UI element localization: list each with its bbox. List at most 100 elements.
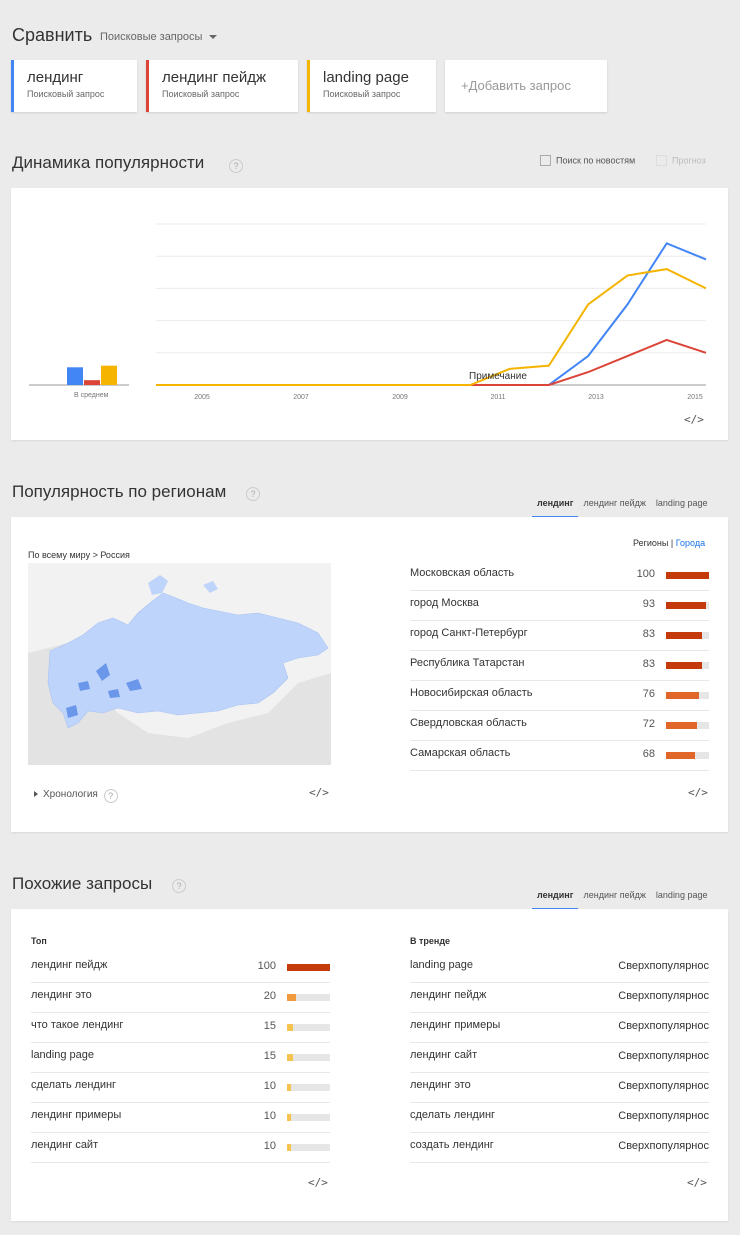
tab-term-2[interactable]: лендинг пейдж xyxy=(583,890,646,900)
row-separator xyxy=(31,1012,330,1013)
region-bar-fill xyxy=(666,722,697,729)
top-query-row[interactable]: лендинг пейдж 100 xyxy=(31,959,330,981)
row-separator xyxy=(410,650,709,651)
term-card-1[interactable]: лендинг Поисковый запрос xyxy=(11,60,137,112)
timeline-label: Хронология xyxy=(43,788,98,800)
x-tick-label: 2015 xyxy=(687,394,703,401)
toggle-cities[interactable]: Города xyxy=(675,538,706,548)
russia-map[interactable] xyxy=(28,563,331,765)
query-status: Сверхпопулярнос xyxy=(618,1080,709,1092)
average-bar[interactable] xyxy=(101,365,117,385)
tab-term-3[interactable]: landing page xyxy=(655,498,708,508)
query-value: 100 xyxy=(257,960,276,972)
query-bar-fill xyxy=(287,1084,292,1091)
toggle-separator: | xyxy=(670,538,674,548)
top-query-row[interactable]: сделать лендинг 10 xyxy=(31,1079,330,1101)
tab-term-2[interactable]: лендинг пейдж xyxy=(583,498,646,508)
query-value: 20 xyxy=(263,990,276,1002)
embed-code-icon[interactable]: </> xyxy=(688,786,708,799)
rising-query-row[interactable]: создать лендинг Сверхпопулярнос xyxy=(410,1139,709,1161)
row-separator xyxy=(31,1162,330,1163)
news-search-toggle[interactable]: Поиск по новостям xyxy=(540,155,635,167)
help-icon[interactable]: ? xyxy=(172,879,186,893)
embed-code-icon[interactable]: </> xyxy=(309,786,329,799)
term-card-2[interactable]: лендинг пейдж Поисковый запрос xyxy=(146,60,298,112)
top-query-row[interactable]: лендинг примеры 10 xyxy=(31,1109,330,1131)
rising-query-row[interactable]: сделать лендинг Сверхпопулярнос xyxy=(410,1109,709,1131)
forecast-toggle[interactable]: Прогноз xyxy=(656,155,706,167)
embed-code-icon[interactable]: </> xyxy=(684,413,704,426)
region-bar-track xyxy=(666,572,709,579)
region-bar-fill xyxy=(666,752,696,759)
region-row[interactable]: Московская область 100 xyxy=(410,567,709,589)
series-line[interactable] xyxy=(156,268,707,386)
term-card-3[interactable]: landing page Поисковый запрос xyxy=(307,60,436,112)
region-city-toggle: Регионы | Города xyxy=(633,538,705,548)
top-query-row[interactable]: лендинг сайт 10 xyxy=(31,1139,330,1161)
rising-query-row[interactable]: лендинг пейдж Сверхпопулярнос xyxy=(410,989,709,1011)
region-bar-track xyxy=(666,692,709,699)
region-value: 93 xyxy=(642,598,655,610)
term-color-bar xyxy=(307,60,310,112)
interest-chart: 2005 2007 2009 2011 2013 2015 xyxy=(29,223,707,401)
series-line[interactable] xyxy=(156,242,707,386)
series-line[interactable] xyxy=(156,338,707,386)
tab-term-1[interactable]: лендинг xyxy=(532,890,579,910)
region-row[interactable]: Свердловская область 72 xyxy=(410,717,709,739)
timeline-toggle[interactable]: Хронология ? xyxy=(34,787,118,803)
query-value: 10 xyxy=(263,1080,276,1092)
note-label[interactable]: Примечание xyxy=(469,371,527,382)
query-status: Сверхпопулярнос xyxy=(618,960,709,972)
query-bar-track xyxy=(287,964,330,971)
average-bar[interactable] xyxy=(84,380,100,385)
toggle-regions[interactable]: Регионы xyxy=(633,538,669,548)
rising-query-row[interactable]: лендинг это Сверхпопулярнос xyxy=(410,1079,709,1101)
region-name: Свердловская область xyxy=(410,717,527,729)
row-separator xyxy=(410,1162,709,1163)
row-separator xyxy=(410,770,709,771)
x-tick-label: 2007 xyxy=(293,394,309,401)
query-status: Сверхпопулярнос xyxy=(618,1140,709,1152)
region-name: Новосибирская область xyxy=(410,687,533,699)
query-name: лендинг это xyxy=(31,989,92,1001)
rising-query-row[interactable]: лендинг сайт Сверхпопулярнос xyxy=(410,1049,709,1071)
region-bar-track xyxy=(666,662,709,669)
help-icon[interactable]: ? xyxy=(229,159,243,173)
region-bar-fill xyxy=(666,602,706,609)
region-row[interactable]: Новосибирская область 76 xyxy=(410,687,709,709)
average-bar[interactable] xyxy=(67,367,83,385)
top-label: Топ xyxy=(31,936,47,946)
top-query-row[interactable]: landing page 15 xyxy=(31,1049,330,1071)
related-tabs: лендинг лендинг пейдж landing page xyxy=(532,890,712,910)
tab-term-3[interactable]: landing page xyxy=(655,890,708,900)
region-value: 72 xyxy=(642,718,655,730)
query-bar-fill xyxy=(287,1114,292,1121)
row-separator xyxy=(410,1042,709,1043)
row-separator xyxy=(410,1132,709,1133)
query-bar-track xyxy=(287,1114,330,1121)
row-separator xyxy=(31,982,330,983)
help-icon[interactable]: ? xyxy=(246,487,260,501)
query-bar-track xyxy=(287,1024,330,1031)
forecast-label: Прогноз xyxy=(672,155,706,166)
map-island xyxy=(203,581,218,593)
help-icon[interactable]: ? xyxy=(103,789,118,803)
region-row[interactable]: город Санкт-Петербург 83 xyxy=(410,627,709,649)
add-term-button[interactable]: +Добавить запрос xyxy=(445,60,607,112)
region-row[interactable]: Республика Татарстан 83 xyxy=(410,657,709,679)
row-separator xyxy=(410,590,709,591)
breadcrumb[interactable]: По всему миру > Россия xyxy=(28,550,130,560)
embed-code-icon[interactable]: </> xyxy=(687,1176,707,1189)
region-row[interactable]: Самарская область 68 xyxy=(410,747,709,769)
rising-query-row[interactable]: лендинг примеры Сверхпопулярнос xyxy=(410,1019,709,1041)
top-query-row[interactable]: лендинг это 20 xyxy=(31,989,330,1011)
compare-type-dropdown[interactable]: Поисковые запросы xyxy=(100,31,218,43)
embed-code-icon[interactable]: </> xyxy=(308,1176,328,1189)
rising-query-row[interactable]: landing page Сверхпопулярнос xyxy=(410,959,709,981)
region-row[interactable]: город Москва 93 xyxy=(410,597,709,619)
checkbox-icon xyxy=(540,155,551,167)
top-query-row[interactable]: что такое лендинг 15 xyxy=(31,1019,330,1041)
query-name: лендинг пейдж xyxy=(410,989,487,1001)
term-type: Поисковый запрос xyxy=(323,89,401,99)
tab-term-1[interactable]: лендинг xyxy=(532,498,579,518)
